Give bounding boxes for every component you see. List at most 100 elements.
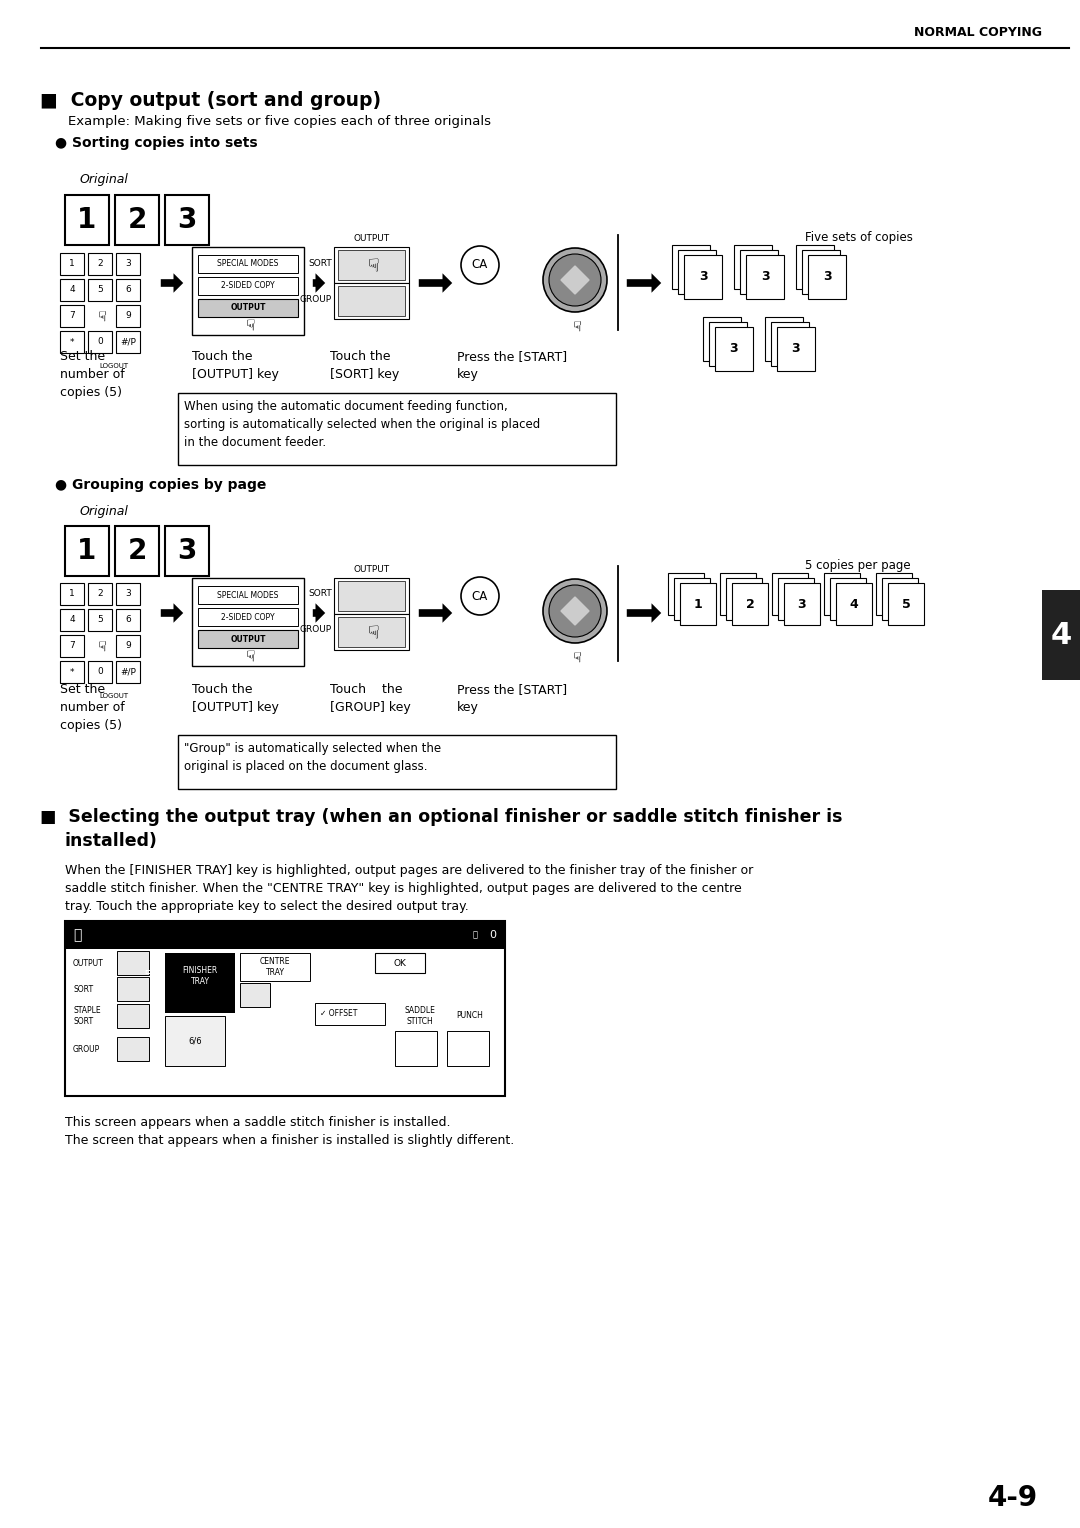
Text: 6: 6 xyxy=(125,286,131,295)
Text: 1: 1 xyxy=(780,333,788,345)
Text: OUTPUT: OUTPUT xyxy=(353,234,390,243)
FancyBboxPatch shape xyxy=(116,610,140,631)
Text: 2: 2 xyxy=(740,593,748,605)
FancyBboxPatch shape xyxy=(334,614,409,649)
Text: ● Grouping copies by page: ● Grouping copies by page xyxy=(55,478,267,492)
FancyBboxPatch shape xyxy=(87,332,112,353)
Text: ☞: ☞ xyxy=(568,651,582,663)
FancyBboxPatch shape xyxy=(734,244,772,289)
FancyBboxPatch shape xyxy=(784,584,820,625)
FancyBboxPatch shape xyxy=(808,255,846,299)
FancyBboxPatch shape xyxy=(375,953,426,973)
Text: 4: 4 xyxy=(850,597,859,611)
Text: STAPLE
SORT: STAPLE SORT xyxy=(73,1007,100,1025)
Text: Press the [START]
key: Press the [START] key xyxy=(457,683,567,714)
FancyBboxPatch shape xyxy=(740,251,778,293)
FancyBboxPatch shape xyxy=(192,248,303,335)
Text: CA: CA xyxy=(472,258,488,272)
Text: 3: 3 xyxy=(792,342,800,356)
FancyBboxPatch shape xyxy=(165,196,210,244)
Text: 5: 5 xyxy=(97,616,103,625)
Text: OUTPUT: OUTPUT xyxy=(230,304,266,313)
FancyBboxPatch shape xyxy=(802,251,840,293)
Text: 2: 2 xyxy=(97,260,103,269)
Text: Touch    the
[GROUP] key: Touch the [GROUP] key xyxy=(330,683,410,714)
Text: OUTPUT: OUTPUT xyxy=(230,634,266,643)
FancyBboxPatch shape xyxy=(87,584,112,605)
Text: 1: 1 xyxy=(681,587,690,601)
Text: ☞: ☞ xyxy=(568,319,582,332)
FancyBboxPatch shape xyxy=(680,584,716,625)
FancyBboxPatch shape xyxy=(338,286,405,316)
Text: 2: 2 xyxy=(785,338,795,350)
Text: The screen that appears when a finisher is installed is slightly different.: The screen that appears when a finisher … xyxy=(65,1134,514,1148)
Text: 2: 2 xyxy=(733,587,742,601)
Text: Touch the
[OUTPUT] key: Touch the [OUTPUT] key xyxy=(192,350,279,380)
Text: FINISHER
TRAY: FINISHER TRAY xyxy=(183,966,218,986)
Text: 0: 0 xyxy=(97,668,103,677)
FancyBboxPatch shape xyxy=(116,306,140,327)
FancyBboxPatch shape xyxy=(117,1004,149,1028)
Text: Set the
number of
copies (5): Set the number of copies (5) xyxy=(60,350,125,399)
Text: When using the automatic document feeding function,
sorting is automatically sel: When using the automatic document feedin… xyxy=(184,400,540,449)
FancyBboxPatch shape xyxy=(836,584,872,625)
Text: 1: 1 xyxy=(693,597,702,611)
Text: ■  Selecting the output tray (when an optional finisher or saddle stitch finishe: ■ Selecting the output tray (when an opt… xyxy=(40,808,842,827)
Text: SORT: SORT xyxy=(73,984,93,993)
FancyBboxPatch shape xyxy=(60,332,84,353)
FancyBboxPatch shape xyxy=(198,630,298,648)
Polygon shape xyxy=(561,597,589,625)
Text: ☞: ☞ xyxy=(241,318,256,332)
FancyBboxPatch shape xyxy=(60,662,84,683)
FancyBboxPatch shape xyxy=(715,327,753,371)
Text: 3: 3 xyxy=(760,270,769,284)
FancyBboxPatch shape xyxy=(192,578,303,666)
Text: OUTPUT: OUTPUT xyxy=(353,565,390,575)
Text: 2: 2 xyxy=(816,266,825,278)
FancyBboxPatch shape xyxy=(315,1002,384,1025)
Text: ⎙: ⎙ xyxy=(72,927,81,941)
FancyBboxPatch shape xyxy=(882,578,918,620)
FancyBboxPatch shape xyxy=(703,316,741,361)
Text: ⇨: ⇨ xyxy=(145,964,161,983)
FancyBboxPatch shape xyxy=(116,332,140,353)
Text: 9: 9 xyxy=(125,312,131,321)
Polygon shape xyxy=(561,266,589,293)
Text: This screen appears when a saddle stitch finisher is installed.: This screen appears when a saddle stitch… xyxy=(65,1115,450,1129)
FancyBboxPatch shape xyxy=(87,280,112,301)
FancyBboxPatch shape xyxy=(117,976,149,1001)
Text: CENTRE
TRAY: CENTRE TRAY xyxy=(260,957,291,976)
FancyBboxPatch shape xyxy=(672,244,710,289)
Text: tray. Touch the appropriate key to select the desired output tray.: tray. Touch the appropriate key to selec… xyxy=(65,900,469,914)
FancyBboxPatch shape xyxy=(65,921,505,949)
Text: Set the
number of
copies (5): Set the number of copies (5) xyxy=(60,683,125,732)
Text: 1: 1 xyxy=(811,260,820,274)
Text: NORMAL COPYING: NORMAL COPYING xyxy=(914,26,1042,38)
Text: GROUP: GROUP xyxy=(300,625,332,634)
FancyBboxPatch shape xyxy=(678,251,716,293)
FancyBboxPatch shape xyxy=(684,255,723,299)
Text: 2-SIDED COPY: 2-SIDED COPY xyxy=(221,281,274,290)
Text: 5: 5 xyxy=(890,587,899,601)
Text: LOGOUT: LOGOUT xyxy=(99,694,129,698)
Text: 7: 7 xyxy=(69,642,75,651)
Text: ● Sorting copies into sets: ● Sorting copies into sets xyxy=(55,136,258,150)
FancyBboxPatch shape xyxy=(708,322,747,367)
Text: LOGOUT: LOGOUT xyxy=(99,364,129,368)
Text: *: * xyxy=(70,338,75,347)
Circle shape xyxy=(461,246,499,284)
Text: ■  Copy output (sort and group): ■ Copy output (sort and group) xyxy=(40,90,381,110)
Text: Original: Original xyxy=(80,504,129,518)
FancyBboxPatch shape xyxy=(116,280,140,301)
Text: "Group" is automatically selected when the
original is placed on the document gl: "Group" is automatically selected when t… xyxy=(184,743,441,773)
Text: 2: 2 xyxy=(127,206,147,234)
Text: 1: 1 xyxy=(717,333,727,345)
Text: 3: 3 xyxy=(125,590,131,599)
Text: installed): installed) xyxy=(65,833,158,850)
FancyBboxPatch shape xyxy=(395,1031,437,1067)
FancyBboxPatch shape xyxy=(65,526,109,576)
Text: 3: 3 xyxy=(785,587,794,601)
Text: 3: 3 xyxy=(730,342,739,356)
FancyBboxPatch shape xyxy=(778,578,814,620)
FancyBboxPatch shape xyxy=(674,578,710,620)
